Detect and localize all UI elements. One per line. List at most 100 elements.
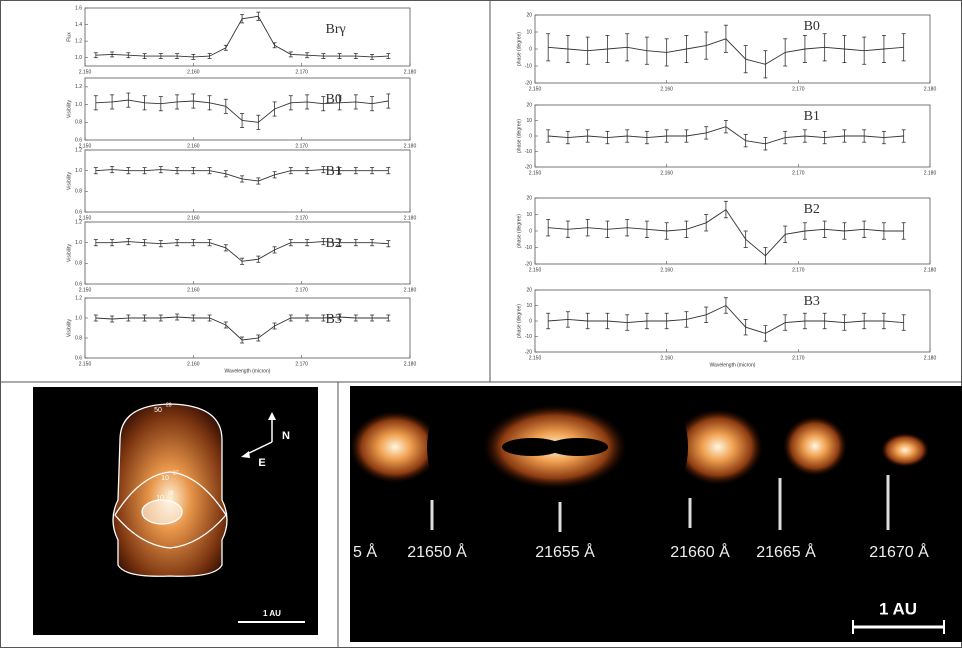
wavelength-label: 21670 Å bbox=[869, 542, 929, 561]
x-tick-label: 2.170 bbox=[792, 355, 805, 361]
panel-title: B3 bbox=[804, 294, 820, 309]
x-tick-label: 2.180 bbox=[404, 143, 417, 149]
y-axis-label: Visibility bbox=[66, 100, 72, 118]
y-tick-label: 20 bbox=[526, 195, 532, 201]
image-shadow bbox=[548, 438, 608, 456]
x-tick-label: 2.170 bbox=[792, 170, 805, 176]
contour-label: 50 bbox=[154, 407, 162, 414]
y-axis-label: Visibility bbox=[66, 319, 72, 337]
x-tick-label: 2.170 bbox=[295, 215, 308, 221]
wavelength-label: 21660 Å bbox=[670, 542, 730, 561]
x-tick-label: 2.160 bbox=[660, 267, 673, 273]
x-tick-label: 2.160 bbox=[660, 170, 673, 176]
x-tick-label: 2.150 bbox=[79, 69, 92, 75]
y-tick-label: 1.6 bbox=[75, 5, 82, 11]
x-tick-label: 2.180 bbox=[404, 69, 417, 75]
panel-title: B1 bbox=[804, 109, 820, 124]
y-tick-label: 0.8 bbox=[75, 120, 82, 126]
y-axis-label: Visibility bbox=[66, 172, 72, 190]
y-tick-label: 1.0 bbox=[75, 168, 82, 174]
y-tick-label: 20 bbox=[526, 102, 532, 108]
y-tick-label: 1.2 bbox=[75, 84, 82, 90]
x-tick-label: 2.160 bbox=[187, 215, 200, 221]
x-tick-label: 2.180 bbox=[404, 215, 417, 221]
x-tick-label: 2.160 bbox=[187, 361, 200, 367]
y-tick-label: 1.0 bbox=[75, 315, 82, 321]
wavelength-label: 5 Å bbox=[353, 542, 377, 561]
y-tick-label: 20 bbox=[526, 12, 532, 18]
x-axis-label: Wavelength (micron) bbox=[710, 362, 756, 368]
x-tick-label: 2.150 bbox=[529, 355, 542, 361]
x-tick-label: 2.170 bbox=[792, 86, 805, 92]
y-axis-label: Flux bbox=[66, 32, 72, 42]
x-tick-label: 2.150 bbox=[79, 287, 92, 293]
panel-title: B0 bbox=[804, 19, 820, 34]
x-tick-label: 2.150 bbox=[529, 86, 542, 92]
y-tick-label: -10 bbox=[525, 149, 532, 155]
wavelength-label: 21665 Å bbox=[756, 542, 816, 561]
y-axis-label: phase (degree) bbox=[516, 304, 522, 338]
x-tick-label: 2.170 bbox=[792, 267, 805, 273]
x-tick-label: 2.170 bbox=[295, 69, 308, 75]
x-tick-label: 2.180 bbox=[924, 267, 937, 273]
y-tick-label: 0.8 bbox=[75, 189, 82, 195]
x-tick-label: 2.160 bbox=[660, 355, 673, 361]
y-tick-label: 1.2 bbox=[75, 38, 82, 44]
y-tick-label: 0.8 bbox=[75, 261, 82, 267]
x-tick-label: 2.180 bbox=[404, 361, 417, 367]
brightness-map: 50 28 10 27 10 28 N E 1 AU bbox=[33, 387, 318, 635]
wavelength-label: 21655 Å bbox=[535, 542, 595, 561]
x-tick-label: 2.160 bbox=[187, 69, 200, 75]
image-shadow bbox=[656, 409, 688, 485]
y-tick-label: 0 bbox=[529, 133, 532, 139]
figure: 1.0 1.2 1.4 1.6 2.150 2.160 2.170 2.180 Flux Brγ 0… bbox=[0, 0, 962, 648]
y-tick-label: -10 bbox=[525, 63, 532, 69]
compass-east: E bbox=[258, 457, 265, 469]
x-tick-label: 2.180 bbox=[924, 86, 937, 92]
y-tick-label: 0.8 bbox=[75, 335, 82, 341]
image-blob bbox=[783, 416, 847, 476]
y-tick-label: 1.0 bbox=[75, 240, 82, 246]
contour-label: 10 bbox=[156, 495, 164, 502]
scale-label: 1 AU bbox=[263, 609, 281, 618]
y-tick-label: 0 bbox=[529, 318, 532, 324]
x-tick-label: 2.150 bbox=[529, 267, 542, 273]
inner-contour bbox=[142, 500, 182, 524]
scale-label: 1 AU bbox=[879, 599, 917, 618]
x-tick-label: 2.160 bbox=[187, 143, 200, 149]
y-tick-label: -10 bbox=[525, 245, 532, 251]
y-tick-label: 1.4 bbox=[75, 22, 82, 28]
y-axis-label: phase (degree) bbox=[516, 214, 522, 248]
x-tick-label: 2.150 bbox=[529, 170, 542, 176]
wavelength-label: 21650 Å bbox=[407, 542, 467, 561]
y-axis-label: phase (degree) bbox=[516, 119, 522, 153]
compass-north: N bbox=[282, 430, 290, 442]
x-tick-label: 2.170 bbox=[295, 143, 308, 149]
x-tick-label: 2.170 bbox=[295, 287, 308, 293]
image-shadow bbox=[427, 409, 463, 485]
y-axis-label: phase (degree) bbox=[516, 32, 522, 66]
x-tick-label: 2.180 bbox=[924, 170, 937, 176]
x-tick-label: 2.160 bbox=[660, 86, 673, 92]
contour-exponent: 27 bbox=[173, 470, 179, 476]
panel-title: Brγ bbox=[326, 22, 346, 37]
x-tick-label: 2.150 bbox=[79, 361, 92, 367]
y-tick-label: 1.0 bbox=[75, 55, 82, 61]
x-tick-label: 2.180 bbox=[404, 287, 417, 293]
image-blob bbox=[350, 411, 440, 483]
contour-exponent: 28 bbox=[168, 490, 174, 496]
x-axis-label: Wavelength (micron) bbox=[225, 368, 271, 374]
contour-label: 10 bbox=[161, 475, 169, 482]
y-tick-label: 20 bbox=[526, 287, 532, 293]
y-tick-label: 10 bbox=[526, 118, 532, 124]
image-blob bbox=[881, 433, 929, 467]
panel-title: B2 bbox=[804, 202, 820, 217]
y-tick-label: 1.2 bbox=[75, 147, 82, 153]
y-axis-label: Visibility bbox=[66, 244, 72, 262]
x-tick-label: 2.180 bbox=[924, 355, 937, 361]
y-tick-label: 0 bbox=[529, 46, 532, 52]
y-tick-label: 10 bbox=[526, 212, 532, 218]
y-tick-label: 0 bbox=[529, 228, 532, 234]
x-tick-label: 2.160 bbox=[187, 287, 200, 293]
y-tick-label: 1.2 bbox=[75, 219, 82, 225]
